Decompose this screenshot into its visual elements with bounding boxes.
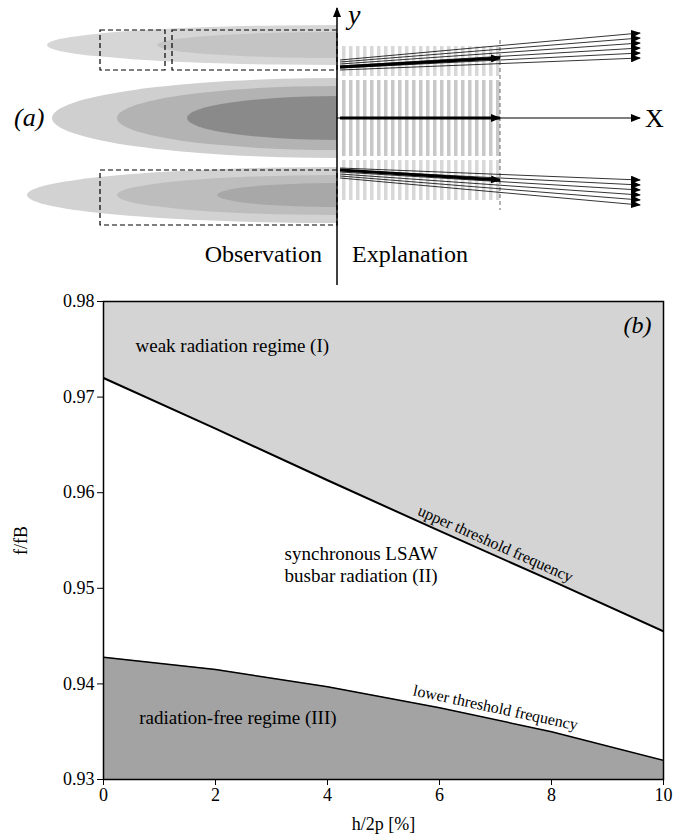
svg-text:4: 4 xyxy=(323,785,332,805)
svg-text:0.96: 0.96 xyxy=(63,482,95,502)
svg-text:h/2p [%]: h/2p [%] xyxy=(352,814,415,834)
svg-text:6: 6 xyxy=(435,785,444,805)
svg-text:y: y xyxy=(345,0,361,30)
svg-text:upper threshold frequency: upper threshold frequency xyxy=(415,502,576,587)
svg-text:0.93: 0.93 xyxy=(63,769,95,789)
svg-text:Observation: Observation xyxy=(205,241,322,267)
svg-text:radiation-free regime (III): radiation-free regime (III) xyxy=(139,707,336,729)
svg-text:f/fB: f/fB xyxy=(11,526,31,555)
svg-text:0.97: 0.97 xyxy=(63,387,95,407)
svg-text:8: 8 xyxy=(547,785,556,805)
svg-text:2: 2 xyxy=(211,785,220,805)
svg-text:lower threshold frequency: lower threshold frequency xyxy=(411,682,579,735)
svg-text:weak radiation regime (I): weak radiation regime (I) xyxy=(135,335,329,357)
svg-text:(a): (a) xyxy=(14,103,44,132)
svg-text:Explanation: Explanation xyxy=(352,241,468,267)
svg-text:0.98: 0.98 xyxy=(63,291,95,311)
svg-text:synchronous LSAWbusbar radiati: synchronous LSAWbusbar radiation (II) xyxy=(285,543,438,587)
svg-text:0: 0 xyxy=(99,785,108,805)
svg-text:10: 10 xyxy=(655,785,673,805)
svg-text:X: X xyxy=(645,104,664,133)
svg-text:0.95: 0.95 xyxy=(63,578,95,598)
svg-text:0.94: 0.94 xyxy=(63,674,95,694)
svg-text:(b): (b) xyxy=(624,312,652,338)
